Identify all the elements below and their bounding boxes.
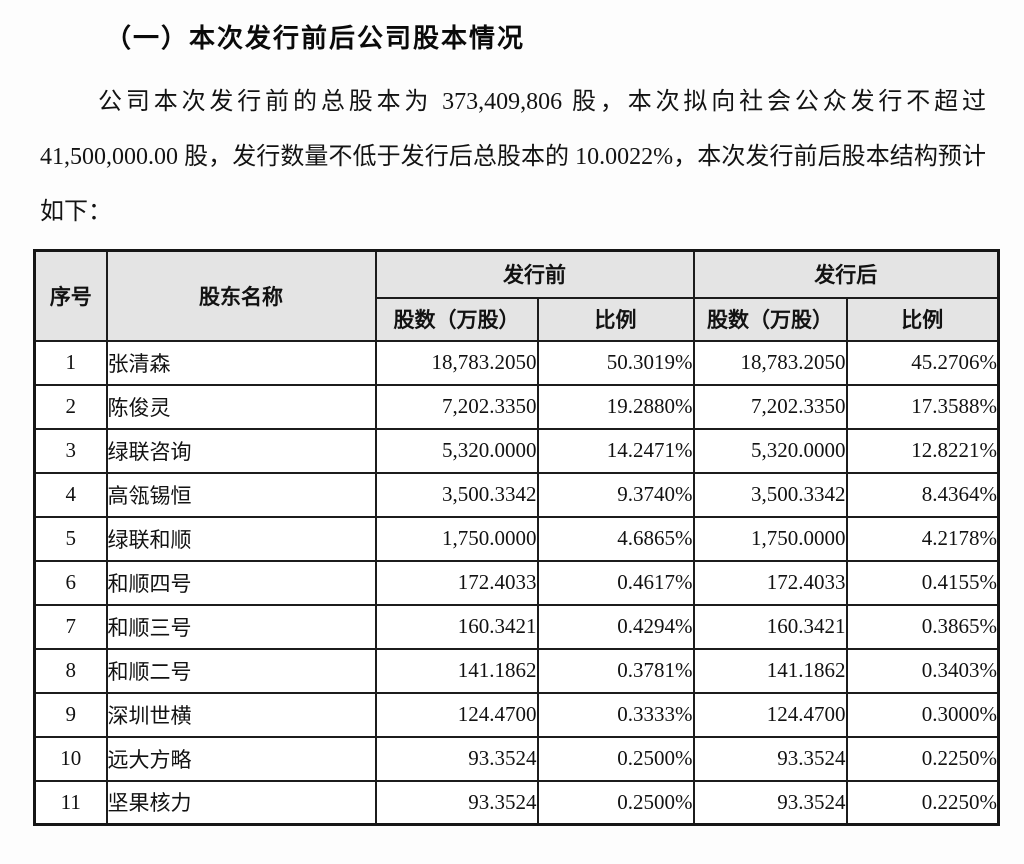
row-shareholder-name: 深圳世横 bbox=[105, 691, 377, 738]
table-header-row-groups: 序号 股东名称 发行前 发行后 bbox=[33, 249, 1000, 342]
row-seq: 10 bbox=[33, 735, 108, 782]
row-shareholder-name: 坚果核力 bbox=[105, 779, 377, 826]
row-post-ratio: 0.2250% bbox=[845, 735, 1000, 782]
row-pre-shares: 93.3524 bbox=[374, 735, 539, 782]
col-header-seq: 序号 bbox=[33, 249, 108, 342]
row-pre-ratio: 14.2471% bbox=[536, 427, 695, 474]
table-row: 7 和顺三号 160.3421 0.4294% 160.3421 0.3865% bbox=[33, 603, 1000, 650]
table-row: 6 和顺四号 172.4033 0.4617% 172.4033 0.4155% bbox=[33, 559, 1000, 606]
row-pre-ratio: 50.3019% bbox=[536, 339, 695, 386]
row-post-ratio: 0.3403% bbox=[845, 647, 1000, 694]
row-pre-shares: 141.1862 bbox=[374, 647, 539, 694]
row-pre-ratio: 0.4617% bbox=[536, 559, 695, 606]
row-seq: 4 bbox=[33, 471, 108, 518]
row-shareholder-name: 高瓴锡恒 bbox=[105, 471, 377, 518]
row-seq: 6 bbox=[33, 559, 108, 606]
row-pre-shares: 124.4700 bbox=[374, 691, 539, 738]
row-pre-ratio: 0.2500% bbox=[536, 735, 695, 782]
col-header-post-issue: 发行后 bbox=[692, 249, 1000, 299]
row-post-shares: 5,320.0000 bbox=[692, 427, 848, 474]
intro-paragraph: 公司本次发行前的总股本为 373,409,806 股，本次拟向社会公众发行不超过… bbox=[40, 89, 986, 225]
row-post-shares: 1,750.0000 bbox=[692, 515, 848, 562]
table-row: 4 高瓴锡恒 3,500.3342 9.3740% 3,500.3342 8.4364% bbox=[33, 471, 1000, 518]
row-shareholder-name: 绿联咨询 bbox=[105, 427, 377, 474]
row-shareholder-name: 和顺四号 bbox=[105, 559, 377, 606]
row-post-shares: 3,500.3342 bbox=[692, 471, 848, 518]
row-pre-ratio: 0.4294% bbox=[536, 603, 695, 650]
row-seq: 2 bbox=[33, 383, 108, 430]
row-seq: 7 bbox=[33, 603, 108, 650]
row-shareholder-name: 张清森 bbox=[105, 339, 377, 386]
share-structure-table: 序号 股东名称 发行前 发行后 股数（万股） 比例 股数（万股） 比例 1 张清森… bbox=[33, 249, 1000, 826]
row-seq: 5 bbox=[33, 515, 108, 562]
row-shareholder-name: 和顺二号 bbox=[105, 647, 377, 694]
table-row: 11 坚果核力 93.3524 0.2500% 93.3524 0.2250% bbox=[33, 779, 1000, 826]
table-row: 9 深圳世横 124.4700 0.3333% 124.4700 0.3000% bbox=[33, 691, 1000, 738]
row-post-ratio: 12.8221% bbox=[845, 427, 1000, 474]
row-post-shares: 160.3421 bbox=[692, 603, 848, 650]
col-header-post-ratio: 比例 bbox=[845, 296, 1000, 342]
row-seq: 9 bbox=[33, 691, 108, 738]
row-post-shares: 18,783.2050 bbox=[692, 339, 848, 386]
table-row: 3 绿联咨询 5,320.0000 14.2471% 5,320.0000 12.8221… bbox=[33, 427, 1000, 474]
table-row: 10 远大方略 93.3524 0.2500% 93.3524 0.2250% bbox=[33, 735, 1000, 782]
row-seq: 3 bbox=[33, 427, 108, 474]
row-shareholder-name: 陈俊灵 bbox=[105, 383, 377, 430]
row-pre-shares: 18,783.2050 bbox=[374, 339, 539, 386]
row-pre-shares: 5,320.0000 bbox=[374, 427, 539, 474]
row-pre-ratio: 0.3781% bbox=[536, 647, 695, 694]
row-post-ratio: 17.3588% bbox=[845, 383, 1000, 430]
row-pre-shares: 93.3524 bbox=[374, 779, 539, 826]
table-row: 8 和顺二号 141.1862 0.3781% 141.1862 0.3403% bbox=[33, 647, 1000, 694]
row-seq: 8 bbox=[33, 647, 108, 694]
row-post-shares: 124.4700 bbox=[692, 691, 848, 738]
row-shareholder-name: 和顺三号 bbox=[105, 603, 377, 650]
row-pre-shares: 7,202.3350 bbox=[374, 383, 539, 430]
row-seq: 11 bbox=[33, 779, 108, 826]
row-pre-ratio: 9.3740% bbox=[536, 471, 695, 518]
table-header-row-subcols: 股数（万股） 比例 股数（万股） 比例 bbox=[35, 296, 1000, 342]
row-post-shares: 141.1862 bbox=[692, 647, 848, 694]
row-post-shares: 7,202.3350 bbox=[692, 383, 848, 430]
row-post-ratio: 8.4364% bbox=[845, 471, 1000, 518]
row-pre-ratio: 19.2880% bbox=[536, 383, 695, 430]
row-post-ratio: 0.4155% bbox=[845, 559, 1000, 606]
row-pre-shares: 1,750.0000 bbox=[374, 515, 539, 562]
table-row: 2 陈俊灵 7,202.3350 19.2880% 7,202.3350 17.3588% bbox=[33, 383, 1000, 430]
row-shareholder-name: 绿联和顺 bbox=[105, 515, 377, 562]
row-pre-ratio: 4.6865% bbox=[536, 515, 695, 562]
row-pre-ratio: 0.2500% bbox=[536, 779, 695, 826]
row-pre-shares: 172.4033 bbox=[374, 559, 539, 606]
col-header-shareholder: 股东名称 bbox=[105, 249, 377, 342]
row-post-shares: 93.3524 bbox=[692, 779, 848, 826]
row-post-ratio: 4.2178% bbox=[845, 515, 1000, 562]
row-post-ratio: 0.3865% bbox=[845, 603, 1000, 650]
row-pre-ratio: 0.3333% bbox=[536, 691, 695, 738]
section-title: （一）本次发行前后公司股本情况 bbox=[105, 23, 526, 53]
col-header-post-shares: 股数（万股） bbox=[692, 296, 848, 342]
row-post-shares: 172.4033 bbox=[692, 559, 848, 606]
row-pre-shares: 3,500.3342 bbox=[374, 471, 539, 518]
table-body: 1 张清森 18,783.2050 50.3019% 18,783.2050 45.270… bbox=[33, 339, 1000, 826]
col-header-pre-ratio: 比例 bbox=[536, 296, 695, 342]
row-pre-shares: 160.3421 bbox=[374, 603, 539, 650]
row-shareholder-name: 远大方略 bbox=[105, 735, 377, 782]
col-header-pre-shares: 股数（万股） bbox=[374, 296, 539, 342]
row-post-shares: 93.3524 bbox=[692, 735, 848, 782]
table-row: 1 张清森 18,783.2050 50.3019% 18,783.2050 45.270… bbox=[33, 339, 1000, 386]
row-post-ratio: 45.2706% bbox=[845, 339, 1000, 386]
row-post-ratio: 0.2250% bbox=[845, 779, 1000, 826]
col-header-pre-issue: 发行前 bbox=[374, 249, 695, 299]
row-seq: 1 bbox=[33, 339, 108, 386]
table-row: 5 绿联和顺 1,750.0000 4.6865% 1,750.0000 4.2178% bbox=[33, 515, 1000, 562]
row-post-ratio: 0.3000% bbox=[845, 691, 1000, 738]
